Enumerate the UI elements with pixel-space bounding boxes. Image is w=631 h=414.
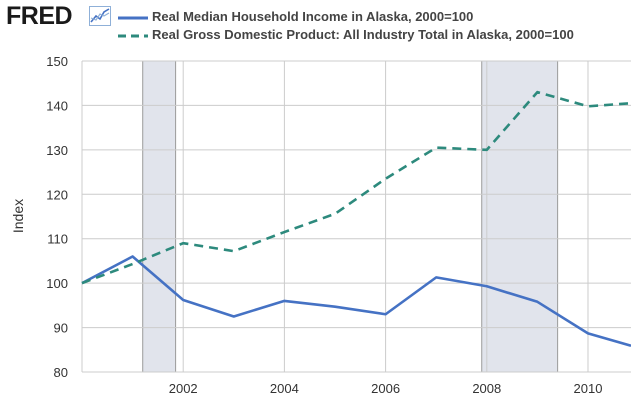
fred-line-graph-icon [89,6,111,26]
y-tick-label-90: 90 [54,321,68,336]
recession-band-1 [481,60,559,373]
fred-logo: FRED [6,2,73,30]
series-line-1 [81,90,631,285]
legend-label-gdp: Real Gross Domestic Product: All Industr… [152,27,574,42]
y-tick-label-130: 130 [46,143,68,158]
y-axis-ticks: 80 90 100 110 120 130 140 150 [46,54,68,380]
x-tick-label-2010: 2010 [574,381,603,396]
x-tick-label-2008: 2008 [472,381,501,396]
y-tick-label-120: 120 [46,187,68,202]
y-tick-label-80: 80 [54,365,68,380]
y-tick-label-150: 150 [46,54,68,69]
x-axis-ticks: 2002 2004 2006 2008 2010 [169,381,603,396]
legend-swatch-gdp [118,34,148,38]
y-tick-label-100: 100 [46,276,68,291]
legend-swatch-income [118,16,148,20]
recession-shading [142,60,559,373]
y-tick-label-140: 140 [46,98,68,113]
series-lines [81,90,631,348]
legend-label-income: Real Median Household Income in Alaska, … [152,9,474,24]
y-axis-label: Index [10,199,26,233]
grid-lines [81,60,631,373]
series-line-0 [81,255,631,348]
chart-header: FRED Real Median Household Income in Ala… [0,0,631,48]
x-tick-label-2004: 2004 [270,381,299,396]
x-tick-label-2002: 2002 [169,381,198,396]
recession-band-0 [142,60,177,373]
y-tick-label-110: 110 [47,232,68,247]
x-tick-label-2006: 2006 [371,381,400,396]
